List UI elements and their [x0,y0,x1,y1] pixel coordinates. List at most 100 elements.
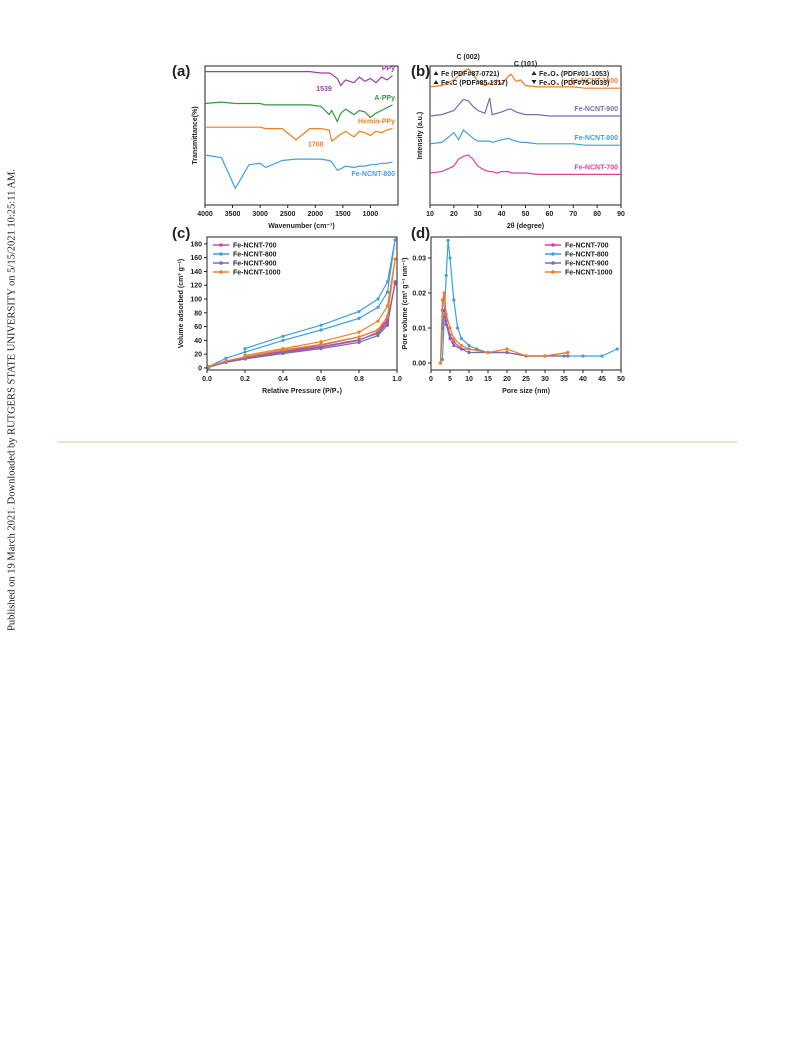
phase-marker [531,71,537,75]
x-tick-label: 20 [503,376,511,383]
data-point [444,273,448,278]
separator [57,441,737,443]
x-tick-label: 5 [448,376,452,383]
x-tick-label: 3000 [252,211,268,218]
data-point [581,354,585,358]
data-point [385,314,390,318]
data-point [376,331,380,336]
data-point [615,347,619,351]
data-point [393,280,397,284]
x-tick-label: 90 [617,211,625,218]
series-label: Fe-NCNT-1000 [571,78,619,85]
data-point [440,357,444,362]
data-point [438,361,443,365]
data-point [442,308,446,313]
legend-label: Fe-NCNT-900 [565,261,609,268]
x-tick-label: 0 [429,376,433,383]
data-point [376,297,380,301]
x-tick-label: 1500 [335,211,351,218]
data-point [357,335,361,339]
legend-label: Fe-NCNT-700 [233,243,277,250]
x-tick-label: 30 [541,376,549,383]
legend-marker [551,270,555,274]
series-line [205,126,393,143]
data-point [243,353,247,358]
data-point [319,328,323,332]
annotation: C (002) [457,54,480,61]
data-point [467,350,471,355]
data-point [224,359,228,363]
legend-label: Fe-NCNT-800 [565,252,609,259]
x-tick-label: 15 [484,376,492,383]
data-point [452,336,456,341]
panel-label: (b) [411,63,430,80]
data-point [385,290,390,294]
legend-marker [551,252,555,256]
data-point [385,280,390,284]
data-point [385,304,390,308]
data-point [505,350,509,355]
y-tick-label: 0.03 [412,256,426,263]
y-axis-label: Transmittance(%) [192,106,199,164]
data-point [459,336,463,341]
annotation: C (101) [514,61,537,68]
x-tick-label: 40 [579,376,587,383]
x-tick-label: 1.0 [392,376,402,383]
x-tick-label: 1000 [363,211,379,218]
x-tick-label: 35 [560,376,568,383]
y-tick-label: 80 [194,310,202,317]
x-axis-label: 2θ (degree) [507,223,544,230]
data-point [452,343,456,348]
x-axis-label: Pore size (nm) [502,388,550,395]
data-point [444,312,448,316]
data-point [224,356,228,360]
data-point [281,338,285,342]
data-point [319,323,323,327]
data-point [448,326,452,330]
x-tick-label: 30 [474,211,482,218]
data-point [207,364,211,369]
series-line [205,70,393,87]
phase-label: Fe₂O₃ (PDF#01-1053) [539,71,609,78]
y-axis-label: Intensity (a.u.) [417,112,424,159]
phase-label: Fe₃O₄ (PDF#75-0033) [539,80,609,87]
x-tick-label: 50 [522,211,530,218]
data-point [448,336,452,341]
y-tick-label: 120 [190,283,202,290]
legend-label: Fe-NCNT-700 [565,243,609,250]
y-axis-label: Volume adsorbed (cm³ g⁻¹) [178,259,185,349]
data-point [385,321,390,325]
legend-marker [219,261,223,265]
series-label: Hemin-PPy [358,119,395,126]
data-point [243,347,247,351]
x-tick-label: 4000 [197,211,213,218]
panel-label: (c) [172,225,190,242]
x-tick-label: 60 [545,211,553,218]
x-tick-label: 2000 [307,211,323,218]
data-point [442,291,446,295]
y-tick-label: 180 [190,241,202,248]
data-point [281,347,285,351]
series-line [204,101,393,124]
data-point [566,354,570,358]
y-tick-label: 100 [190,297,202,304]
x-tick-label: 80 [593,211,601,218]
x-tick-label: 70 [569,211,577,218]
data-point [448,256,452,260]
y-tick-label: 0.02 [412,291,426,298]
data-point [393,238,397,242]
phase-marker [531,80,537,84]
y-tick-label: 60 [194,324,202,331]
data-point [319,340,323,344]
data-point [357,338,361,342]
x-tick-label: 45 [598,376,606,383]
data-point [566,350,570,355]
legend-marker [219,243,223,247]
data-point [467,347,471,351]
data-point [446,238,450,243]
series-line [429,68,621,89]
data-point [467,343,471,348]
panel-label: (a) [172,63,190,80]
data-point [505,347,509,351]
phase-marker [433,71,439,75]
